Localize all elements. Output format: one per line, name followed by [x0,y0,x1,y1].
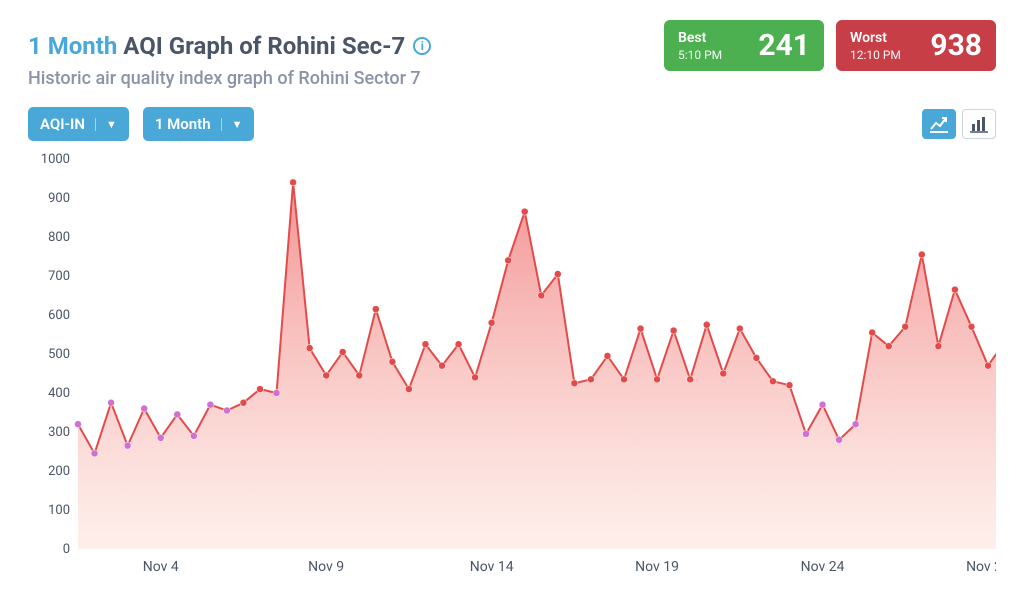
svg-text:Nov 14: Nov 14 [470,559,514,575]
bar-chart-mode-button[interactable] [962,109,996,139]
svg-text:Nov 9: Nov 9 [308,559,344,575]
svg-text:700: 700 [48,269,70,284]
svg-text:800: 800 [48,230,70,245]
line-chart-icon [929,115,949,133]
bar-chart-icon [969,115,989,133]
header-row: 1 Month AQI Graph of Rohini Sec-7 i Hist… [28,20,996,89]
svg-text:100: 100 [48,503,70,518]
svg-text:1000: 1000 [41,152,70,167]
svg-text:300: 300 [48,425,70,440]
range-dropdown[interactable]: 1 Month ▼ [143,107,255,141]
dropdowns: AQI-IN ▼ 1 Month ▼ [28,107,254,141]
best-badge: Best 5:10 PM 241 [664,20,824,71]
metric-dropdown[interactable]: AQI-IN ▼ [28,107,129,141]
range-dropdown-label: 1 Month [155,115,211,133]
info-icon[interactable]: i [413,37,431,55]
page-title: 1 Month AQI Graph of Rohini Sec-7 i [28,32,431,60]
svg-text:Nov 19: Nov 19 [635,559,679,575]
line-chart-mode-button[interactable] [922,109,956,139]
worst-badge: Worst 12:10 PM 938 [836,20,996,71]
stat-badges: Best 5:10 PM 241 Worst 12:10 PM 938 [664,20,996,71]
svg-text:Nov 24: Nov 24 [801,559,845,575]
svg-text:400: 400 [48,386,70,401]
svg-text:Nov 4: Nov 4 [143,559,179,575]
best-value: 241 [758,28,810,63]
worst-time: 12:10 PM [850,48,901,62]
svg-text:Nov 29: Nov 29 [966,559,996,575]
worst-label: Worst [850,30,901,46]
best-time: 5:10 PM [678,48,722,62]
chevron-down-icon: ▼ [221,118,243,131]
title-rest: AQI Graph of Rohini Sec-7 [123,32,405,60]
title-prefix: 1 Month [28,32,123,60]
svg-text:500: 500 [48,347,70,362]
title-block: 1 Month AQI Graph of Rohini Sec-7 i Hist… [28,20,431,89]
svg-text:200: 200 [48,464,70,479]
svg-text:600: 600 [48,308,70,323]
metric-dropdown-label: AQI-IN [40,115,85,133]
svg-text:0: 0 [63,542,70,557]
aqi-chart: 0 100 200 300 400 500 600 700 800 900 1000 Nov 4 Nov… [28,149,996,579]
view-mode-toggle [922,109,996,139]
subtitle: Historic air quality index graph of Rohi… [28,68,431,89]
controls-row: AQI-IN ▼ 1 Month ▼ [28,107,996,141]
chart-svg: 0 100 200 300 400 500 600 700 800 900 1000 Nov 4 Nov… [28,149,996,579]
chevron-down-icon: ▼ [95,118,117,131]
svg-text:900: 900 [48,191,70,206]
worst-value: 938 [930,28,982,63]
best-label: Best [678,30,722,46]
